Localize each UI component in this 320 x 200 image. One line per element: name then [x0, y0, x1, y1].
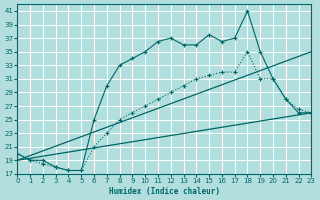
X-axis label: Humidex (Indice chaleur): Humidex (Indice chaleur) — [109, 187, 220, 196]
